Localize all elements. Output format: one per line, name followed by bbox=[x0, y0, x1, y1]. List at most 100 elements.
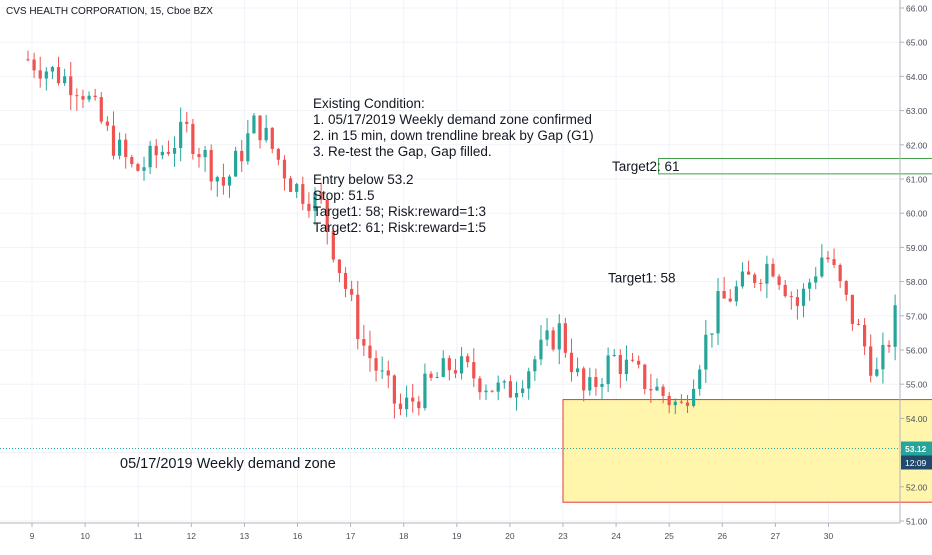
candle-body[interactable] bbox=[417, 401, 421, 409]
candle-body[interactable] bbox=[337, 259, 342, 273]
candle-body[interactable] bbox=[117, 139, 122, 156]
candle-body[interactable] bbox=[441, 358, 445, 377]
candle-body[interactable] bbox=[221, 177, 226, 186]
candle-body[interactable] bbox=[679, 401, 683, 403]
candle-body[interactable] bbox=[405, 397, 409, 410]
candle-body[interactable] bbox=[191, 123, 195, 154]
candle-body[interactable] bbox=[582, 368, 586, 391]
candle-body[interactable] bbox=[502, 381, 506, 383]
candle-body[interactable] bbox=[557, 323, 561, 350]
candle-body[interactable] bbox=[673, 401, 677, 406]
candle-body[interactable] bbox=[490, 390, 494, 392]
candle-body[interactable] bbox=[423, 373, 427, 409]
candle-body[interactable] bbox=[185, 121, 189, 124]
candle-body[interactable] bbox=[783, 284, 787, 297]
candle-body[interactable] bbox=[203, 150, 207, 158]
candle-body[interactable] bbox=[856, 323, 861, 325]
candle-body[interactable] bbox=[56, 67, 61, 84]
candle-body[interactable] bbox=[692, 388, 696, 406]
candle-body[interactable] bbox=[301, 184, 305, 204]
candle-body[interactable] bbox=[313, 192, 317, 211]
candle-body[interactable] bbox=[99, 97, 103, 122]
candle-body[interactable] bbox=[197, 153, 201, 158]
candle-body[interactable] bbox=[539, 339, 543, 360]
candle-body[interactable] bbox=[350, 288, 354, 295]
candle-body[interactable] bbox=[734, 286, 738, 302]
candle-body[interactable] bbox=[142, 167, 146, 171]
candle-body[interactable] bbox=[136, 164, 140, 171]
candle-body[interactable] bbox=[600, 384, 604, 387]
candle-body[interactable] bbox=[618, 355, 622, 374]
candle-body[interactable] bbox=[288, 178, 293, 192]
candle-body[interactable] bbox=[893, 305, 897, 347]
candle-body[interactable] bbox=[258, 115, 262, 141]
candle-body[interactable] bbox=[26, 59, 30, 61]
candle-body[interactable] bbox=[514, 392, 519, 398]
candle-body[interactable] bbox=[649, 388, 653, 391]
candle-body[interactable] bbox=[478, 378, 482, 393]
candle-body[interactable] bbox=[826, 257, 830, 260]
candle-body[interactable] bbox=[527, 371, 531, 389]
candle-body[interactable] bbox=[612, 355, 616, 357]
candle-body[interactable] bbox=[545, 330, 549, 340]
candle-body[interactable] bbox=[869, 346, 873, 376]
candle-body[interactable] bbox=[667, 395, 671, 406]
candle-body[interactable] bbox=[704, 334, 708, 370]
candle-body[interactable] bbox=[148, 145, 152, 168]
candle-body[interactable] bbox=[716, 291, 720, 334]
candle-body[interactable] bbox=[844, 281, 848, 295]
candle-body[interactable] bbox=[594, 377, 598, 387]
candle-body[interactable] bbox=[282, 159, 287, 179]
candle-body[interactable] bbox=[606, 355, 610, 385]
candle-body[interactable] bbox=[69, 76, 73, 96]
candle-body[interactable] bbox=[795, 297, 800, 306]
candle-body[interactable] bbox=[661, 386, 665, 396]
candle-body[interactable] bbox=[685, 402, 690, 406]
candle-body[interactable] bbox=[50, 67, 55, 72]
candle-body[interactable] bbox=[81, 96, 85, 100]
candle-body[interactable] bbox=[307, 203, 311, 211]
candle-body[interactable] bbox=[111, 125, 116, 156]
candle-body[interactable] bbox=[453, 370, 458, 374]
candle-body[interactable] bbox=[466, 356, 470, 363]
candle-body[interactable] bbox=[643, 364, 647, 389]
candle-body[interactable] bbox=[533, 359, 537, 372]
candle-body[interactable] bbox=[808, 282, 812, 289]
candle-body[interactable] bbox=[130, 156, 134, 165]
candle-body[interactable] bbox=[472, 362, 476, 379]
candle-body[interactable] bbox=[728, 298, 732, 302]
candle-body[interactable] bbox=[179, 121, 183, 149]
candle-body[interactable] bbox=[240, 150, 244, 162]
candle-body[interactable] bbox=[172, 148, 177, 154]
candle-body[interactable] bbox=[698, 369, 702, 389]
candle-body[interactable] bbox=[447, 358, 451, 371]
candle-body[interactable] bbox=[93, 95, 97, 98]
candle-body[interactable] bbox=[44, 71, 48, 79]
candle-body[interactable] bbox=[295, 184, 299, 192]
candle-body[interactable] bbox=[563, 323, 567, 353]
candle-body[interactable] bbox=[624, 359, 629, 374]
candle-body[interactable] bbox=[887, 344, 891, 347]
candle-body[interactable] bbox=[105, 121, 109, 126]
candle-body[interactable] bbox=[270, 127, 274, 149]
candle-body[interactable] bbox=[252, 115, 256, 134]
candle-body[interactable] bbox=[569, 352, 574, 373]
candle-body[interactable] bbox=[551, 330, 555, 350]
candle-body[interactable] bbox=[276, 148, 280, 160]
candle-body[interactable] bbox=[588, 377, 592, 391]
candle-body[interactable] bbox=[881, 344, 885, 370]
candle-body[interactable] bbox=[264, 127, 268, 141]
candle-body[interactable] bbox=[850, 294, 854, 324]
candle-body[interactable] bbox=[496, 382, 500, 392]
candle-body[interactable] bbox=[862, 324, 867, 347]
candles[interactable] bbox=[26, 50, 897, 419]
candle-body[interactable] bbox=[746, 271, 751, 275]
candle-body[interactable] bbox=[374, 358, 378, 371]
candle-body[interactable] bbox=[319, 192, 323, 200]
candle-body[interactable] bbox=[710, 333, 714, 335]
candle-body[interactable] bbox=[154, 145, 158, 156]
candle-body[interactable] bbox=[875, 369, 879, 376]
candle-body[interactable] bbox=[740, 271, 745, 287]
